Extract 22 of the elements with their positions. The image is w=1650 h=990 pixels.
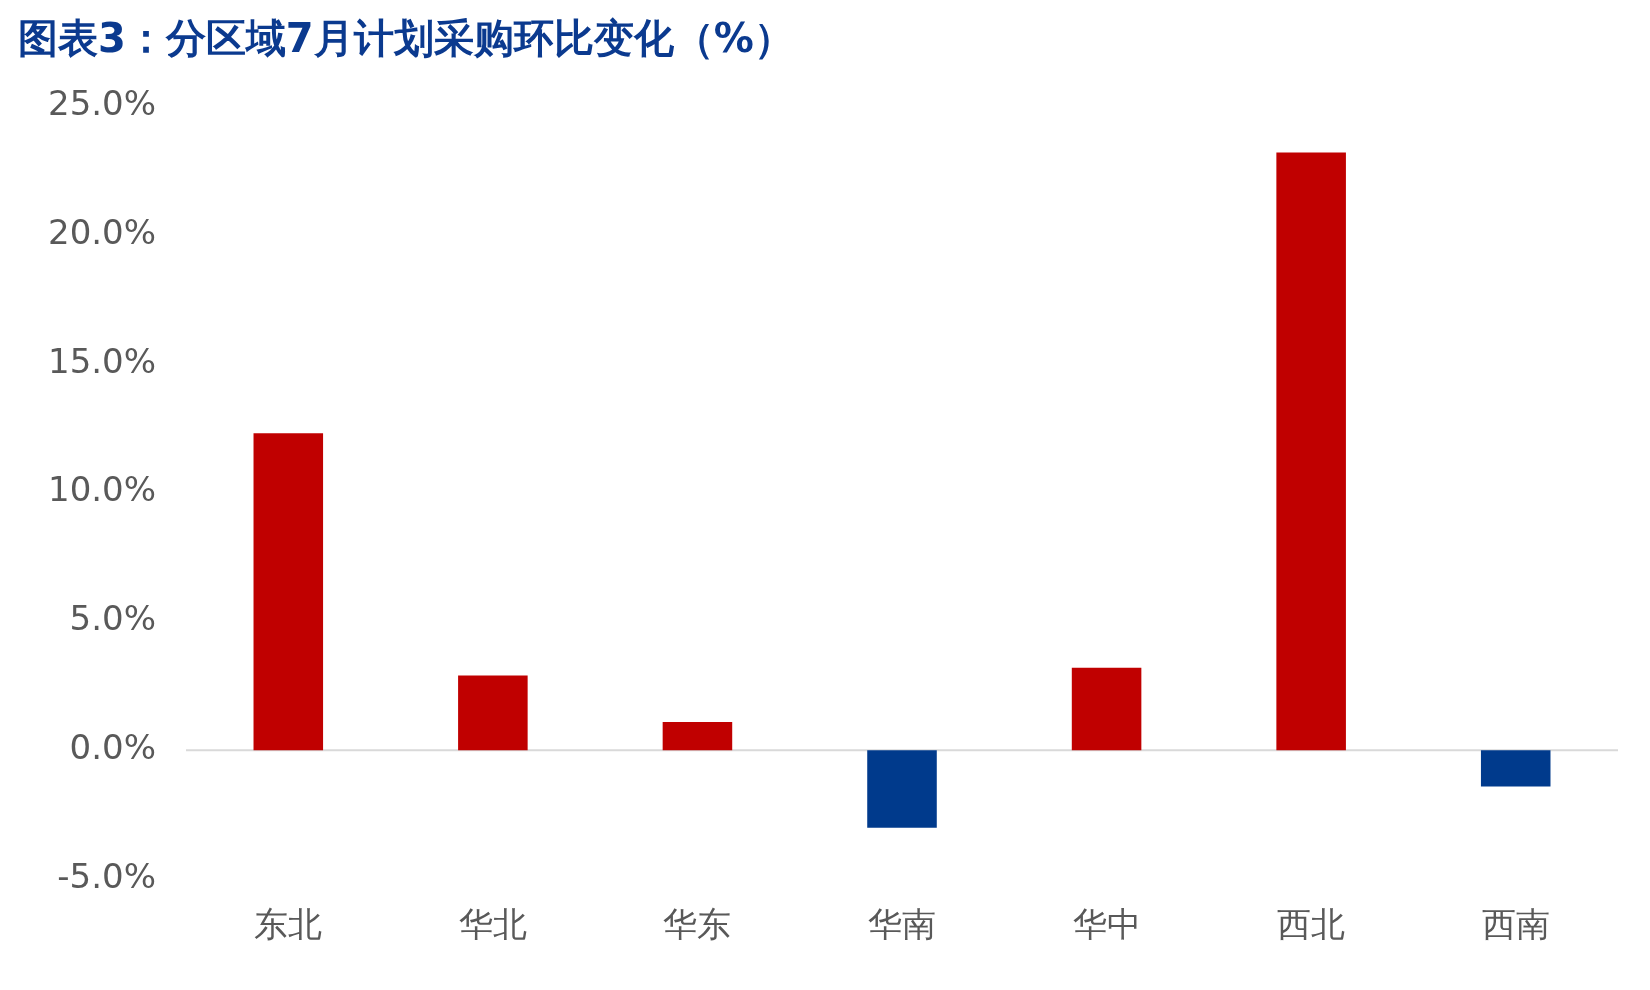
x-tick-label: 西北 [1277,904,1346,945]
y-tick-label: 20.0% [47,211,157,252]
y-tick-label: -5.0% [57,856,157,897]
chart-title: 图表3：分区域7月计划采购环比变化（%） [18,15,794,62]
y-tick-label: 15.0% [47,340,157,381]
x-tick-label: 东北 [254,904,323,945]
bar [867,750,937,828]
x-tick-label: 华中 [1072,904,1141,945]
x-tick-label: 华南 [868,904,936,945]
y-tick-label: 25.0% [47,82,157,123]
bar [253,433,324,751]
x-tick-label: 华东 [663,904,732,945]
x-tick-label: 华北 [458,904,527,945]
bar [458,675,528,751]
x-tick-label: 西南 [1481,904,1550,945]
bar [1276,152,1346,751]
y-tick-label: 5.0% [69,598,157,639]
bar [1480,750,1551,787]
y-tick-label: 10.0% [47,469,157,510]
bar [1071,667,1142,751]
y-tick-label: 0.0% [69,727,157,768]
bar [662,721,733,751]
